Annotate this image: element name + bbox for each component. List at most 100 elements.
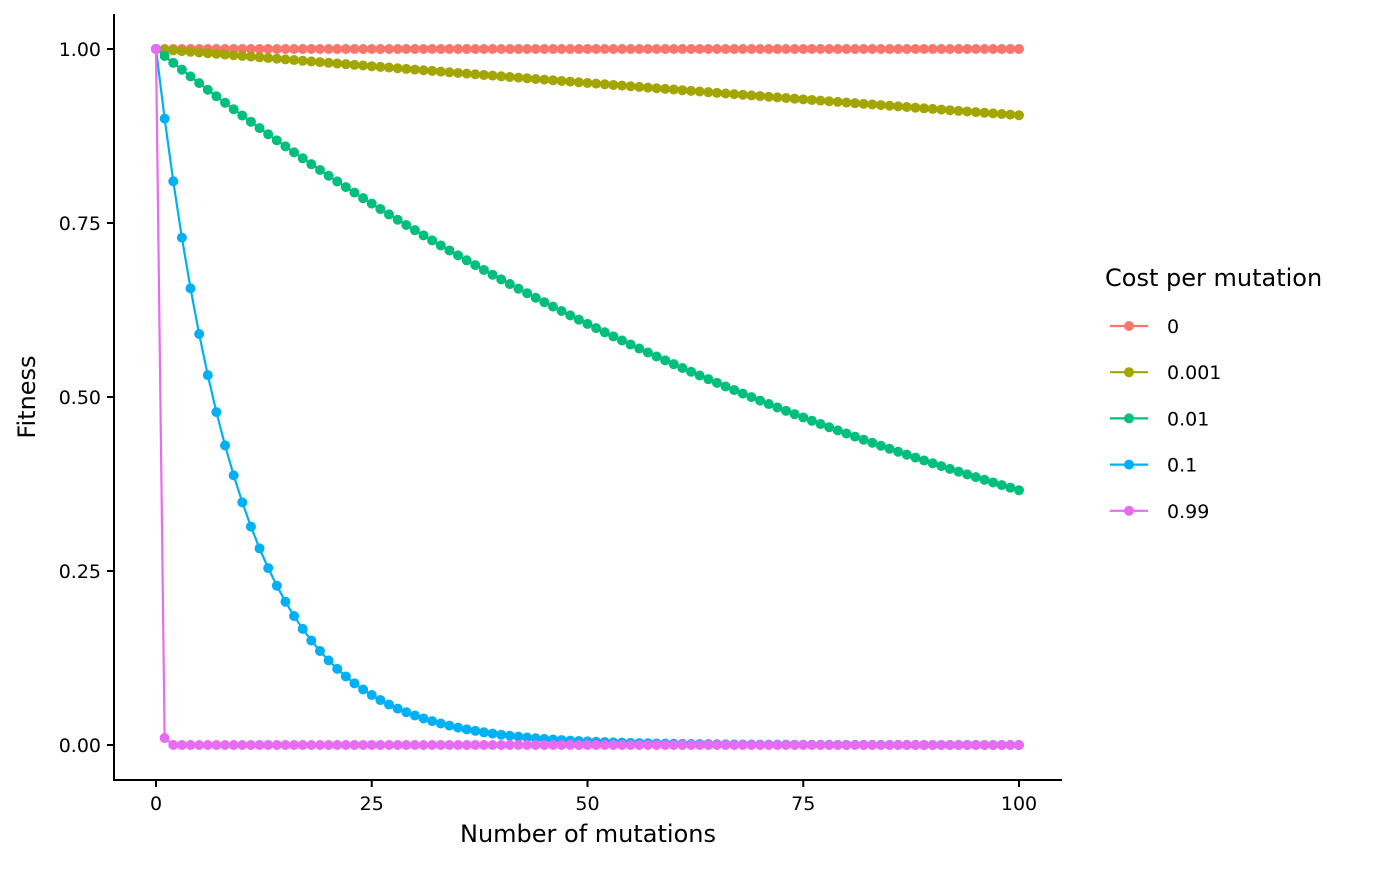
data-point	[375, 204, 386, 215]
data-point	[901, 102, 912, 113]
data-point	[953, 466, 964, 477]
legend-label: 0	[1167, 316, 1179, 338]
data-point	[323, 655, 334, 666]
data-point	[487, 728, 498, 739]
data-point	[478, 740, 489, 750]
data-point	[254, 543, 265, 554]
legend-item: 0	[1110, 316, 1179, 338]
data-point	[306, 635, 317, 646]
data-point	[194, 47, 205, 58]
data-point	[979, 107, 990, 118]
data-point	[453, 67, 464, 78]
data-point	[487, 70, 498, 81]
data-point	[694, 370, 705, 381]
data-point	[461, 255, 472, 266]
data-point	[1014, 44, 1024, 54]
data-point	[332, 58, 343, 69]
data-point	[875, 440, 886, 451]
data-point	[504, 730, 515, 741]
data-point	[841, 740, 852, 750]
data-point	[392, 214, 403, 225]
data-point	[487, 44, 498, 54]
data-point	[962, 44, 973, 54]
data-point	[660, 740, 671, 750]
data-point	[901, 740, 912, 750]
data-point	[435, 44, 446, 54]
data-point	[263, 563, 274, 574]
data-point	[867, 99, 878, 110]
data-point	[254, 123, 265, 134]
data-point	[625, 44, 636, 54]
data-point	[453, 250, 464, 261]
data-point	[573, 44, 584, 54]
data-point	[798, 44, 809, 54]
data-point	[1005, 740, 1016, 750]
data-point	[323, 57, 334, 68]
data-point	[332, 176, 343, 187]
data-point	[858, 44, 869, 54]
data-point	[556, 44, 567, 54]
data-point	[815, 418, 826, 429]
data-point	[988, 740, 999, 750]
data-point	[539, 74, 550, 85]
x-tick-label: 75	[791, 793, 815, 815]
data-point	[780, 93, 791, 104]
data-point	[746, 44, 757, 54]
data-point	[936, 44, 947, 54]
data-point	[444, 720, 455, 731]
data-point	[185, 46, 196, 57]
data-point	[384, 740, 395, 750]
data-point	[453, 740, 464, 750]
data-point	[366, 690, 377, 701]
data-point	[591, 44, 602, 54]
data-point	[901, 44, 912, 54]
data-point	[617, 80, 628, 91]
data-point	[565, 310, 576, 321]
data-point	[384, 699, 395, 710]
y-ticks: 0.00 0.25 0.50 0.75 1.00	[59, 39, 114, 757]
data-point	[427, 44, 438, 54]
data-point	[271, 44, 282, 54]
data-point	[591, 323, 602, 334]
data-point	[504, 279, 515, 290]
data-point	[280, 596, 291, 607]
data-point	[988, 477, 999, 488]
data-point	[927, 740, 938, 750]
data-point	[729, 89, 740, 100]
data-point	[513, 731, 524, 742]
data-point	[271, 135, 282, 146]
data-point	[703, 374, 714, 385]
data-point	[530, 740, 541, 750]
data-point	[737, 89, 748, 100]
data-point	[220, 49, 231, 60]
data-point	[522, 732, 533, 743]
data-point	[401, 63, 412, 74]
data-point	[470, 44, 481, 54]
data-point	[418, 713, 429, 724]
data-point	[591, 78, 602, 89]
data-point	[1014, 740, 1024, 750]
data-point	[280, 44, 291, 54]
legend-key-point	[1124, 367, 1134, 378]
data-point	[194, 78, 205, 89]
data-point	[453, 722, 464, 733]
data-point	[228, 104, 239, 115]
data-point	[841, 44, 852, 54]
data-point	[522, 288, 533, 299]
data-point	[711, 377, 722, 388]
data-point	[427, 716, 438, 727]
data-point	[617, 44, 628, 54]
data-point	[608, 331, 619, 342]
data-point	[927, 103, 938, 114]
data-point	[487, 740, 498, 750]
data-point	[470, 260, 481, 271]
data-point	[755, 44, 766, 54]
data-point	[858, 434, 869, 445]
legend-title: Cost per mutation	[1105, 264, 1322, 292]
data-point	[263, 52, 274, 63]
data-point	[625, 339, 636, 350]
data-point	[392, 703, 403, 714]
data-point	[703, 740, 714, 750]
data-point	[392, 44, 403, 54]
data-point	[599, 327, 610, 338]
